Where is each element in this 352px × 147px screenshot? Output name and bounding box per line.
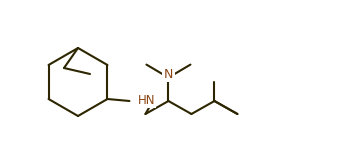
Text: HN: HN — [137, 93, 155, 106]
Text: N: N — [164, 68, 173, 81]
